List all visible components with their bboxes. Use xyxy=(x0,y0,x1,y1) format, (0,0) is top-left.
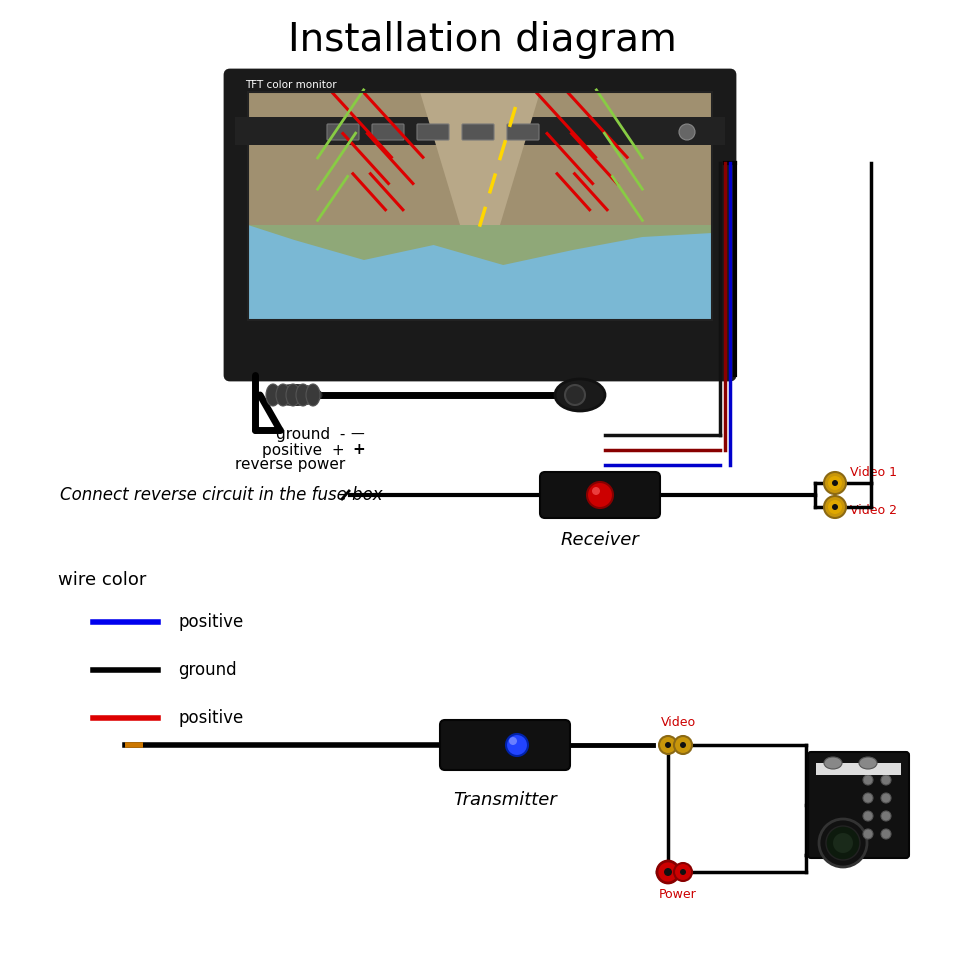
Circle shape xyxy=(587,482,613,508)
FancyBboxPatch shape xyxy=(462,124,494,140)
Circle shape xyxy=(506,734,528,756)
Ellipse shape xyxy=(286,384,300,406)
Circle shape xyxy=(674,863,692,881)
FancyBboxPatch shape xyxy=(417,124,449,140)
Text: —: — xyxy=(350,428,363,442)
FancyBboxPatch shape xyxy=(540,472,660,518)
Circle shape xyxy=(664,868,672,876)
Circle shape xyxy=(881,775,891,785)
Circle shape xyxy=(824,472,846,494)
Text: positive  +: positive + xyxy=(262,442,345,458)
Ellipse shape xyxy=(824,757,842,769)
Polygon shape xyxy=(248,225,712,265)
Bar xyxy=(235,117,725,145)
Text: +: + xyxy=(352,442,364,458)
Text: Video 2: Video 2 xyxy=(850,503,897,517)
Circle shape xyxy=(509,737,517,745)
FancyBboxPatch shape xyxy=(372,124,404,140)
Text: reverse power: reverse power xyxy=(235,458,345,472)
Circle shape xyxy=(832,504,838,510)
FancyBboxPatch shape xyxy=(808,752,909,858)
Ellipse shape xyxy=(859,757,877,769)
Circle shape xyxy=(863,829,873,839)
Circle shape xyxy=(565,385,585,405)
Circle shape xyxy=(826,826,860,860)
Text: Connect reverse circuit in the fuse box: Connect reverse circuit in the fuse box xyxy=(60,486,383,504)
Text: Receiver: Receiver xyxy=(561,531,639,549)
Polygon shape xyxy=(420,92,540,225)
Ellipse shape xyxy=(266,384,280,406)
Text: Video: Video xyxy=(660,716,696,730)
Circle shape xyxy=(863,811,873,821)
Circle shape xyxy=(592,487,600,495)
Circle shape xyxy=(665,742,671,748)
Text: Power: Power xyxy=(659,888,697,900)
Ellipse shape xyxy=(267,384,323,406)
Ellipse shape xyxy=(276,384,290,406)
Text: wire color: wire color xyxy=(58,571,147,589)
FancyBboxPatch shape xyxy=(507,124,539,140)
Bar xyxy=(248,92,712,225)
Text: positive: positive xyxy=(178,613,243,631)
Ellipse shape xyxy=(296,384,310,406)
Circle shape xyxy=(863,775,873,785)
Circle shape xyxy=(680,869,686,875)
Text: Video 1: Video 1 xyxy=(850,467,897,479)
Text: positive: positive xyxy=(178,709,243,727)
Text: Transmitter: Transmitter xyxy=(453,791,557,809)
FancyBboxPatch shape xyxy=(440,720,570,770)
Circle shape xyxy=(659,736,677,754)
FancyBboxPatch shape xyxy=(225,70,735,380)
Text: Installation diagram: Installation diagram xyxy=(287,21,677,59)
FancyBboxPatch shape xyxy=(327,124,359,140)
Circle shape xyxy=(824,496,846,518)
Circle shape xyxy=(679,124,695,140)
Circle shape xyxy=(828,476,842,490)
Circle shape xyxy=(881,793,891,803)
Circle shape xyxy=(863,793,873,803)
Circle shape xyxy=(819,819,867,867)
Circle shape xyxy=(832,480,838,486)
Text: ground: ground xyxy=(178,661,236,679)
Circle shape xyxy=(674,736,692,754)
Circle shape xyxy=(680,742,686,748)
Circle shape xyxy=(881,829,891,839)
Text: TFT color monitor: TFT color monitor xyxy=(245,80,336,90)
Circle shape xyxy=(881,811,891,821)
Bar xyxy=(816,763,901,775)
Bar xyxy=(248,225,712,320)
Circle shape xyxy=(657,861,679,883)
Circle shape xyxy=(833,833,853,853)
Bar xyxy=(248,92,712,320)
Circle shape xyxy=(828,500,842,514)
Ellipse shape xyxy=(306,384,320,406)
Ellipse shape xyxy=(555,379,605,411)
Text: ground  -: ground - xyxy=(276,427,345,442)
